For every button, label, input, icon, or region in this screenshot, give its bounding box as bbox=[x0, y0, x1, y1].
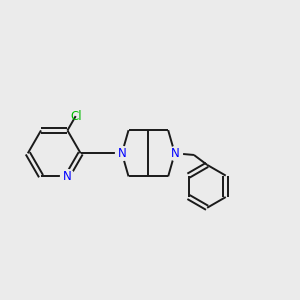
Text: N: N bbox=[170, 147, 179, 160]
Text: N: N bbox=[63, 170, 72, 183]
Text: N: N bbox=[118, 147, 126, 160]
Text: Cl: Cl bbox=[70, 110, 82, 123]
